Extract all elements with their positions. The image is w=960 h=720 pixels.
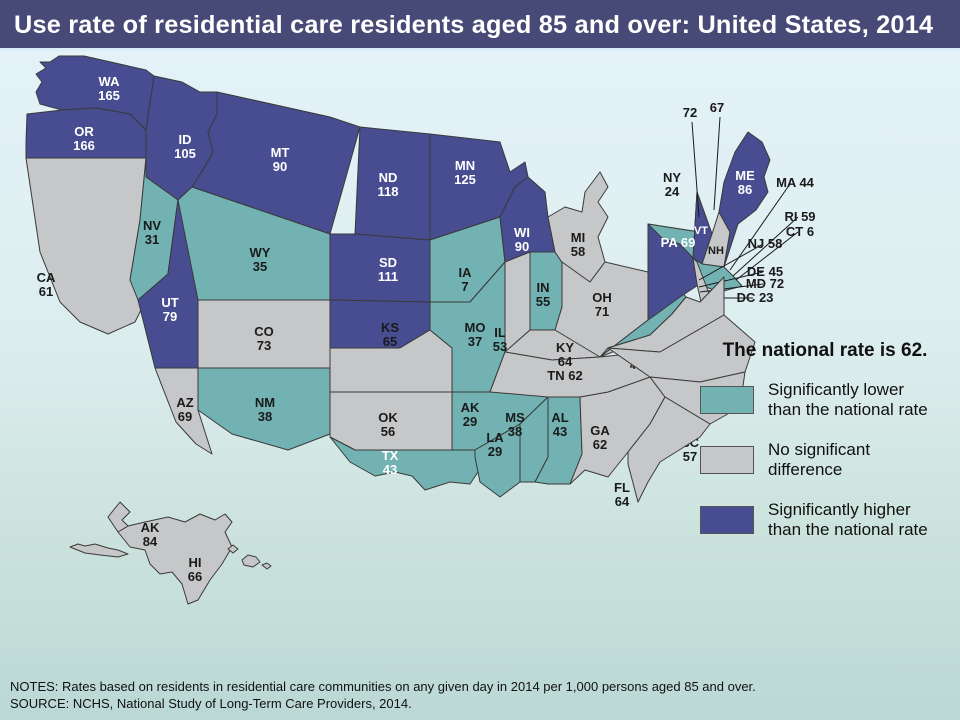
svg-text:35: 35 (253, 259, 267, 274)
svg-text:VT: VT (694, 225, 708, 237)
svg-text:GA: GA (590, 423, 610, 438)
svg-text:LA: LA (486, 430, 504, 445)
svg-text:NH: NH (708, 245, 724, 257)
svg-text:PA 69: PA 69 (661, 235, 696, 250)
svg-text:38: 38 (508, 424, 522, 439)
svg-text:67: 67 (710, 100, 724, 115)
svg-text:65: 65 (383, 334, 397, 349)
svg-text:24: 24 (665, 184, 680, 199)
svg-text:37: 37 (468, 334, 482, 349)
svg-text:MS: MS (505, 410, 525, 425)
svg-text:IA: IA (459, 265, 473, 280)
svg-text:WY: WY (250, 245, 271, 260)
svg-text:ME: ME (735, 168, 755, 183)
svg-text:NY: NY (663, 170, 681, 185)
svg-text:MO: MO (465, 320, 486, 335)
svg-text:WI: WI (514, 225, 530, 240)
svg-text:86: 86 (738, 182, 752, 197)
svg-text:AL: AL (551, 410, 568, 425)
svg-text:38: 38 (258, 409, 272, 424)
svg-text:OH: OH (592, 290, 612, 305)
svg-text:64: 64 (558, 354, 573, 369)
svg-text:69: 69 (178, 409, 192, 424)
svg-text:71: 71 (595, 304, 609, 319)
svg-text:7: 7 (461, 279, 468, 294)
svg-text:TN 62: TN 62 (547, 368, 582, 383)
svg-text:55: 55 (536, 294, 550, 309)
svg-text:IN: IN (537, 280, 550, 295)
svg-text:UT: UT (161, 295, 178, 310)
svg-text:ND: ND (379, 170, 398, 185)
svg-text:IL: IL (494, 325, 506, 340)
svg-text:OK: OK (378, 410, 398, 425)
svg-text:90: 90 (515, 239, 529, 254)
svg-text:WA: WA (99, 74, 121, 89)
svg-text:62: 62 (593, 437, 607, 452)
svg-text:AK: AK (141, 520, 160, 535)
svg-text:105: 105 (174, 146, 196, 161)
svg-text:72: 72 (683, 105, 697, 120)
svg-text:AK: AK (461, 400, 480, 415)
svg-text:84: 84 (143, 534, 158, 549)
svg-text:MN: MN (455, 158, 475, 173)
svg-text:SD: SD (379, 255, 397, 270)
svg-text:KY: KY (556, 340, 574, 355)
svg-text:TX: TX (382, 448, 399, 463)
svg-text:58: 58 (571, 244, 585, 259)
svg-text:MI: MI (571, 230, 585, 245)
svg-text:79: 79 (163, 309, 177, 324)
svg-text:NV: NV (143, 218, 161, 233)
svg-text:NJ 58: NJ 58 (748, 236, 783, 251)
svg-text:66: 66 (188, 569, 202, 584)
svg-text:CT 6: CT 6 (786, 224, 814, 239)
svg-text:125: 125 (454, 172, 476, 187)
svg-text:ID: ID (179, 132, 192, 147)
svg-text:56: 56 (381, 424, 395, 439)
svg-text:AZ: AZ (176, 395, 193, 410)
svg-text:73: 73 (257, 338, 271, 353)
svg-text:64: 64 (615, 494, 630, 509)
svg-text:DC 23: DC 23 (737, 290, 774, 305)
svg-text:57: 57 (683, 449, 697, 464)
svg-text:CO: CO (254, 324, 274, 339)
svg-text:43: 43 (383, 462, 397, 477)
svg-text:RI 59: RI 59 (784, 209, 815, 224)
svg-text:118: 118 (378, 184, 399, 199)
svg-text:29: 29 (488, 444, 502, 459)
svg-text:29: 29 (463, 414, 477, 429)
svg-text:FL: FL (614, 480, 630, 495)
svg-text:43: 43 (553, 424, 567, 439)
svg-text:61: 61 (39, 284, 53, 299)
svg-text:90: 90 (273, 159, 287, 174)
svg-text:MT: MT (271, 145, 290, 160)
svg-text:HI: HI (189, 555, 202, 570)
svg-text:OR: OR (74, 124, 94, 139)
svg-text:111: 111 (378, 269, 398, 284)
svg-text:31: 31 (145, 232, 159, 247)
svg-text:NM: NM (255, 395, 275, 410)
svg-text:53: 53 (493, 339, 507, 354)
svg-text:MA 44: MA 44 (776, 175, 815, 190)
svg-text:KS: KS (381, 320, 399, 335)
svg-text:166: 166 (73, 138, 95, 153)
svg-text:165: 165 (98, 88, 120, 103)
svg-text:MD 72: MD 72 (746, 276, 784, 291)
svg-text:CA: CA (37, 270, 56, 285)
